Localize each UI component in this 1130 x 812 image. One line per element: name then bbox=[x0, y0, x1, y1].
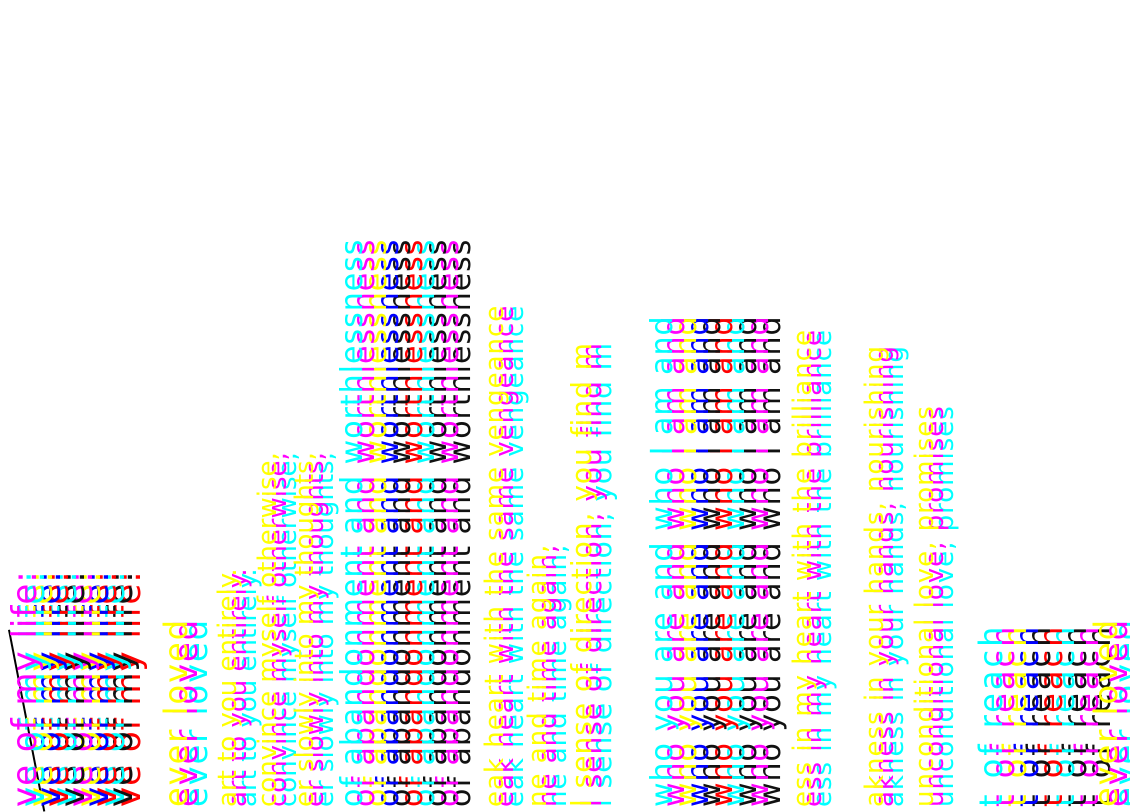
text-line-9: l sense of direction, you find m bbox=[565, 341, 598, 807]
text-line-15: ever loved bbox=[1087, 617, 1125, 807]
text-line-4: convince myself otherwise, bbox=[253, 452, 283, 807]
text-line-2: ever loved bbox=[157, 617, 195, 807]
text-line-12: akness in your hands, nourishing bbox=[860, 345, 890, 807]
text-line-8: ne and time again, bbox=[523, 543, 553, 807]
text-line-14: t of reach bbox=[972, 623, 1010, 807]
text-line-6: of abandonment and worthlessness bbox=[335, 238, 370, 807]
text-line-11: ess in my heart with the brilliance bbox=[788, 328, 818, 807]
text-line-10: who you are and who I am and bbox=[645, 315, 680, 807]
text-line-3: art to you entirely. bbox=[213, 568, 243, 807]
text-line-1: ve of my life: bbox=[5, 570, 45, 807]
text-line-7: eak heart with the same vengeance bbox=[480, 304, 510, 807]
text-line-13: unconditional love, promises bbox=[910, 405, 940, 807]
text-line-5: er slowly into my thoughts, bbox=[290, 452, 320, 807]
